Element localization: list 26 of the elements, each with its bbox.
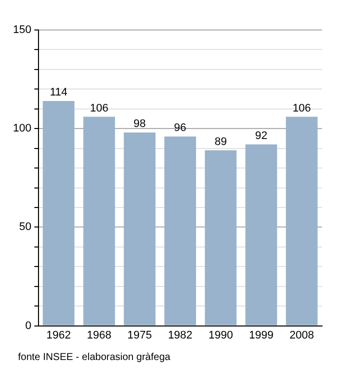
y-tick-label: 150 (12, 24, 32, 36)
x-tick-label: 2008 (289, 329, 314, 342)
bar (245, 144, 278, 326)
source-note: fonte INSEE - elaborasion gràfega (18, 352, 170, 363)
y-tick-label: 100 (12, 122, 32, 135)
bar (204, 150, 237, 326)
x-tick-label: 1990 (208, 329, 233, 342)
data-label: 106 (90, 102, 108, 114)
bar (42, 100, 74, 326)
x-tick-label: 1999 (248, 329, 274, 342)
data-label: 92 (255, 130, 268, 142)
data-label: 89 (214, 136, 227, 148)
x-tick-label: 1968 (86, 329, 112, 342)
x-tick-label: 1982 (168, 329, 192, 342)
data-label: 98 (134, 118, 146, 130)
data-label: 114 (50, 86, 68, 99)
y-tick-label: 0 (25, 320, 32, 332)
bar (164, 136, 196, 326)
bar (124, 132, 156, 326)
data-label: 96 (174, 122, 186, 134)
x-tick-label: 1962 (46, 329, 71, 342)
y-tick-label: 50 (19, 221, 32, 234)
bar (83, 116, 115, 326)
bar (286, 116, 318, 326)
data-label: 106 (292, 102, 311, 114)
x-tick-label: 1975 (127, 329, 152, 342)
